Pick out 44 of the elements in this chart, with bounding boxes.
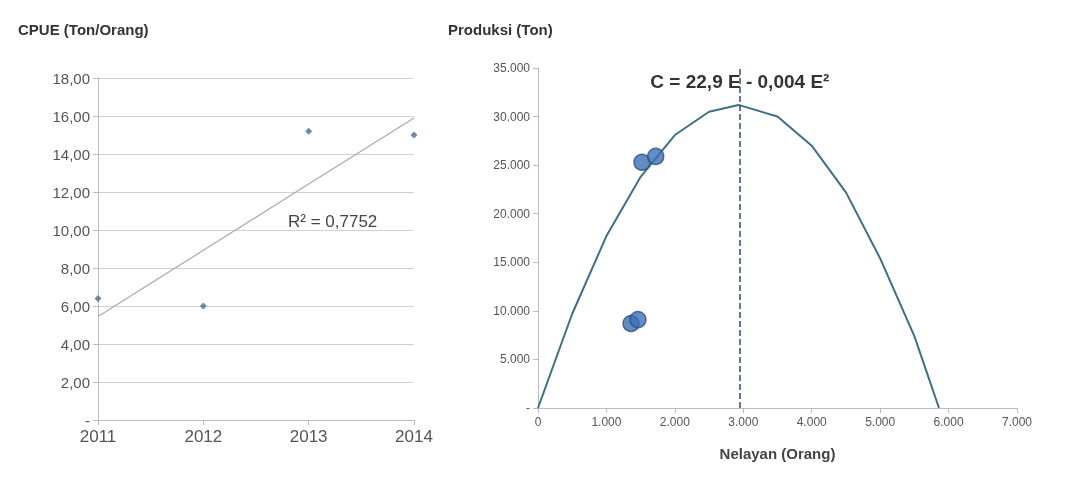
- y-tick-label: 15.000: [493, 255, 531, 270]
- x-axis-title: Nelayan (Orang): [719, 445, 836, 462]
- y-tick-label: 25.000: [493, 158, 531, 173]
- x-tick-label: 7.000: [1001, 415, 1033, 429]
- annotation: C = 22,9 E - 0,004 E²: [650, 71, 830, 93]
- x-tick-label: 6.000: [933, 415, 964, 429]
- x-tick-label: 0: [534, 415, 542, 429]
- x-tick-label: 2014: [395, 427, 433, 446]
- x-tick-label: 4.000: [796, 415, 828, 429]
- y-tick-label: 16,00: [52, 107, 90, 125]
- x-tick-label: 3.000: [728, 415, 759, 429]
- point: [633, 153, 651, 171]
- y-tick-label: 18,00: [52, 69, 90, 87]
- x-tick-label: 1.000: [591, 415, 622, 429]
- point: [305, 127, 313, 135]
- x-tick-label: 2011: [79, 427, 117, 446]
- y-tick-label: -: [85, 411, 90, 429]
- x-tick-label: 5.000: [865, 415, 896, 429]
- y-tick-label: 35.000: [493, 61, 531, 75]
- y-tick-label: 8,00: [60, 259, 90, 277]
- y-tick-label: 20.000: [493, 206, 531, 221]
- x-tick-label: 2.000: [659, 415, 691, 429]
- point: [646, 147, 665, 166]
- x-tick-label: 2012: [184, 427, 223, 446]
- y-tick-label: -: [526, 401, 530, 415]
- y-tick-label: 6,00: [60, 297, 90, 315]
- y-tick-label: 5.000: [499, 352, 531, 367]
- point: [94, 294, 102, 302]
- y-axis-title: CPUE (Ton/Orang): [18, 21, 149, 38]
- y-tick-label: 30.000: [493, 109, 531, 124]
- line-series: [97, 117, 415, 318]
- y-axis-title: Produksi (Ton): [448, 21, 553, 38]
- y-tick-label: 10.000: [493, 303, 531, 318]
- point: [629, 310, 647, 329]
- y-tick-label: 12,00: [52, 183, 90, 201]
- y-tick-label: 14,00: [52, 145, 90, 163]
- line-series: [537, 103, 940, 409]
- point: [199, 302, 207, 310]
- y-tick-label: 10,00: [52, 221, 90, 239]
- y-tick-label: 2,00: [60, 373, 90, 391]
- x-tick-label: 2013: [289, 427, 328, 446]
- point: [410, 131, 418, 139]
- y-tick-label: 4,00: [60, 335, 90, 353]
- annotation: R² = 0,7752: [288, 212, 378, 231]
